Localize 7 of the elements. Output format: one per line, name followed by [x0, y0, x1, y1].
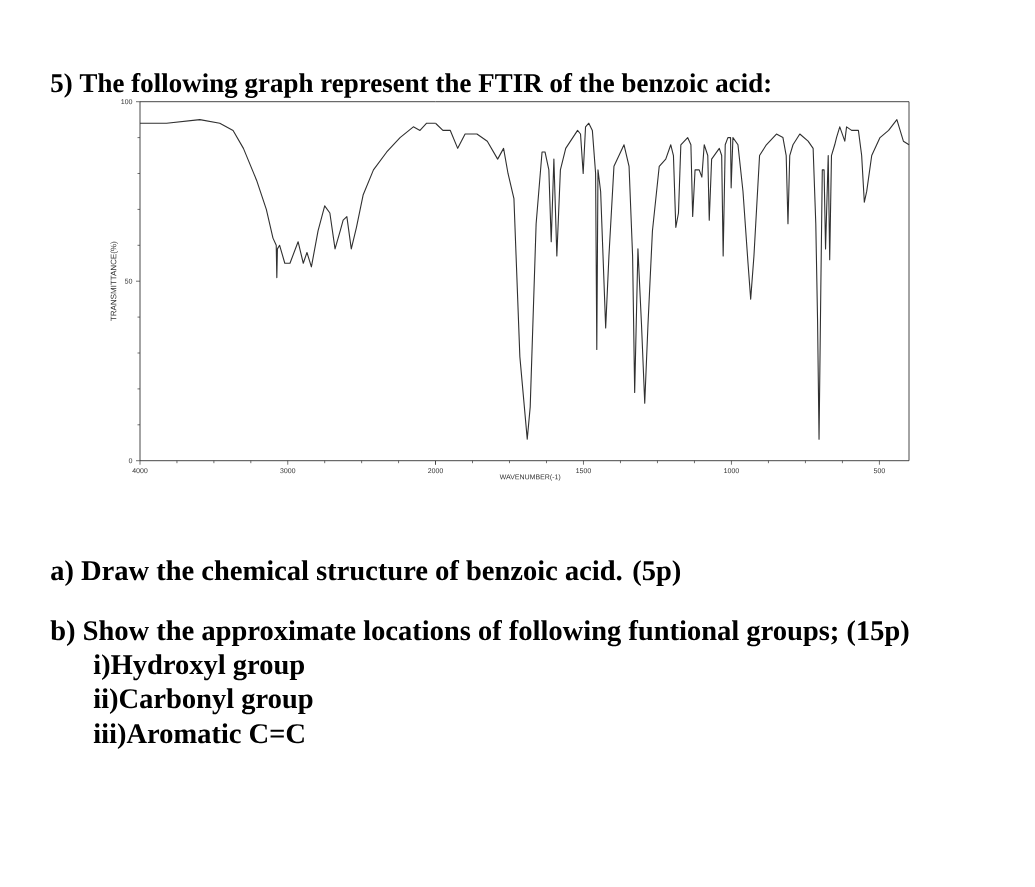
- text: ii)Carbonyl group: [93, 688, 313, 715]
- text: iii)Aromatic C=C: [93, 723, 304, 750]
- y-axis-title: TRANSMITTANCE(%): [110, 241, 118, 321]
- text: i)Hydroxyl group: [93, 654, 305, 681]
- chart-title: 5) The following graph represent the FTIR of the benzoic acid:: [51, 72, 770, 98]
- text: a) Draw the chemical structure of benzoic acid. (5p): [51, 559, 681, 587]
- text: b) Show the approximate locations of following funtional groups; (15p): [50, 619, 909, 647]
